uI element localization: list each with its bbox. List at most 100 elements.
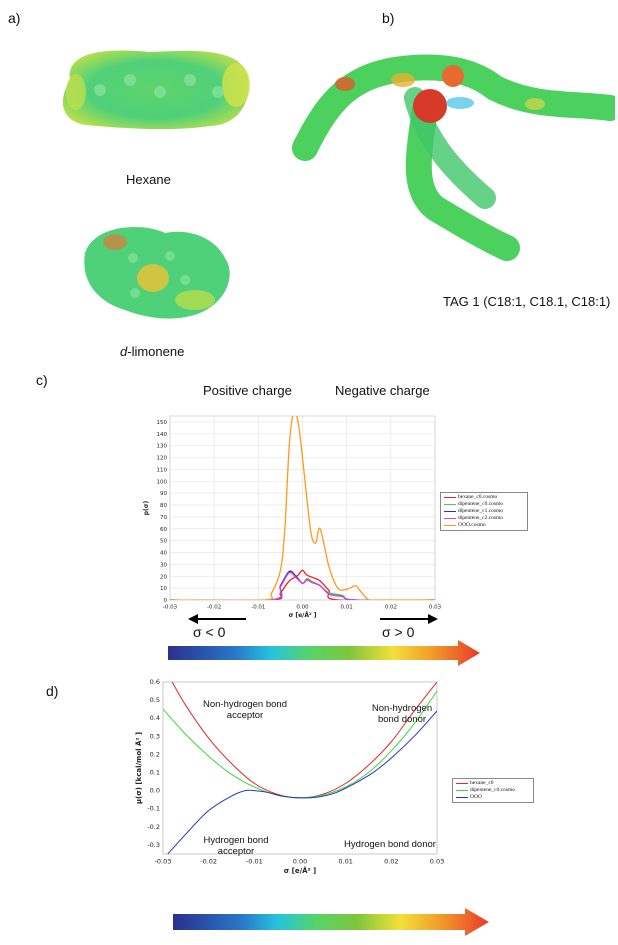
panel-letter-a: a) [8, 10, 21, 26]
y-tick-label: 120 [157, 456, 168, 462]
y-tick-label: 80 [160, 503, 167, 509]
sigma-potential-chart: -0.3 -0.2 -0.1 0.0 0.1 0.2 0.3 0.4 0.5 0.6 -0.03 -0… [135, 678, 444, 875]
legend-label: dipentene_c0.cosmo [470, 787, 516, 793]
annotation-hb-acceptor: Hydrogen bond acceptor [203, 835, 269, 857]
legend-label: dipentene_c2.cosmo [458, 515, 504, 521]
sigma-profile-legend: hexane_c0.cosmo dipentene_c0.cosmo dipen… [440, 492, 528, 531]
y-tick-label: -0.1 [147, 805, 160, 813]
series-line-ooo-cosmo [170, 416, 435, 600]
charge-gradient-arrow-bottom [173, 908, 489, 936]
legend-item: OOO [456, 794, 530, 801]
x-axis-label: σ [e/Å² ] [284, 866, 317, 875]
legend-swatch [444, 511, 456, 512]
y-tick-label: 0 [164, 598, 168, 604]
x-tick-label: -0.01 [251, 605, 265, 611]
x-tick-label: 0.01 [341, 605, 353, 611]
annotation-nonhb-donor: Non-hydrogen bond donor [371, 703, 433, 725]
sigma-positive-label: σ > 0 [382, 624, 415, 640]
positive-charge-label: Positive charge [203, 383, 292, 398]
y-tick-label: -0.2 [147, 823, 160, 831]
y-tick-label: 100 [157, 479, 168, 485]
series-line-ooo [167, 710, 437, 854]
y-tick-label: 0.6 [150, 678, 160, 686]
limonene-italic-d: d [120, 344, 128, 359]
legend-label: OOO.cosmo [458, 522, 486, 528]
y-tick-label: 0.4 [150, 714, 160, 722]
negative-charge-label: Negative charge [335, 383, 430, 398]
x-tick-label: 0.01 [338, 858, 352, 866]
legend-item: dipentene_c0.cosmo [444, 501, 524, 508]
y-tick-label: 140 [157, 432, 168, 438]
y-tick-label: 0.1 [150, 769, 160, 777]
legend-swatch [456, 797, 468, 798]
x-tick-label: -0.02 [200, 858, 217, 866]
y-tick-label: 20 [160, 574, 167, 580]
panel-letter-b: b) [382, 10, 395, 26]
y-tick-label: 0.5 [150, 696, 160, 704]
panel-letter-c: c) [36, 372, 48, 388]
y-tick-label: 50 [160, 539, 167, 545]
annotation-hb-donor: Hydrogen bond donor [344, 839, 436, 850]
y-axis-label: μ(σ) [kcal/mol Å² ] [135, 732, 143, 804]
legend-label: hexane_c0.cosmo [458, 494, 498, 500]
legend-item: hexane_c0.cosmo [444, 494, 524, 501]
tag-surface-image [292, 54, 615, 261]
limonene-label-rest: -limonene [127, 344, 185, 359]
legend-item: dipentene_c2.cosmo [444, 515, 524, 522]
x-tick-label: 0.00 [293, 858, 307, 866]
legend-label: dipentene_c1.cosmo [458, 508, 504, 514]
hexane-label: Hexane [126, 172, 171, 187]
tag-label: TAG 1 (C18:1, C18.1, C18:1) [443, 294, 611, 309]
y-tick-label: 0.0 [150, 787, 160, 795]
series-line-dipentene-c2-cosmo [170, 571, 435, 600]
y-tick-label: 90 [160, 491, 167, 497]
y-tick-label: 110 [157, 467, 168, 473]
y-tick-label: 60 [160, 527, 167, 533]
legend-swatch [456, 783, 468, 784]
sigma-profile-chart: 0 10 20 30 40 50 60 70 80 90 100 110 120 130 140 150 -0.… [143, 415, 442, 619]
x-tick-label: -0.01 [246, 858, 263, 866]
x-tick-label: 0.00 [296, 605, 309, 611]
legend-label: OOO [470, 794, 482, 800]
x-axis-label: σ [e/Å² ] [289, 612, 317, 619]
legend-item: dipentene_c1.cosmo [444, 508, 524, 515]
y-tick-label: 130 [157, 444, 168, 450]
panel-letter-d: d) [46, 683, 59, 699]
y-tick-label: 30 [160, 562, 167, 568]
legend-swatch [444, 497, 456, 498]
legend-swatch [456, 790, 468, 791]
x-tick-label: 0.03 [430, 858, 444, 866]
legend-swatch [444, 525, 456, 526]
legend-label: dipentene_c0.cosmo [458, 501, 504, 507]
legend-swatch [444, 504, 456, 505]
plot-frame [169, 415, 436, 601]
annotation-nonhb-acceptor: Non-hydrogen bond acceptor [203, 699, 287, 721]
y-tick-label: 40 [160, 551, 167, 557]
y-tick-label: 0.2 [150, 750, 160, 758]
left-arrow-icon [188, 614, 246, 624]
y-tick-label: 70 [160, 515, 167, 521]
limonene-surface-image [84, 227, 230, 319]
x-tick-label: -0.02 [207, 605, 221, 611]
y-axis-label: p(σ) [143, 501, 150, 516]
legend-item: hexane_c0 [456, 780, 530, 787]
x-tick-label: 0.03 [429, 605, 442, 611]
x-tick-label: 0.02 [385, 605, 397, 611]
limonene-label: d-limonene [120, 344, 184, 359]
y-tick-label: 150 [157, 420, 168, 426]
hexane-surface-image [62, 50, 250, 130]
y-tick-label: -0.3 [147, 841, 160, 849]
right-arrow-icon [380, 614, 438, 624]
legend-item: dipentene_c0.cosmo [456, 787, 530, 794]
x-tick-label: 0.02 [384, 858, 398, 866]
y-tick-label: 10 [160, 586, 167, 592]
y-tick-label: 0.3 [150, 732, 160, 740]
sigma-negative-label: σ < 0 [193, 624, 226, 640]
sigma-potential-legend: hexane_c0 dipentene_c0.cosmo OOO [452, 778, 534, 803]
x-tick-label: -0.03 [155, 858, 172, 866]
x-tick-label: -0.03 [163, 605, 178, 611]
plot-frame [162, 681, 438, 855]
charge-gradient-arrow [168, 640, 480, 666]
legend-swatch [444, 518, 456, 519]
legend-label: hexane_c0 [470, 780, 494, 786]
